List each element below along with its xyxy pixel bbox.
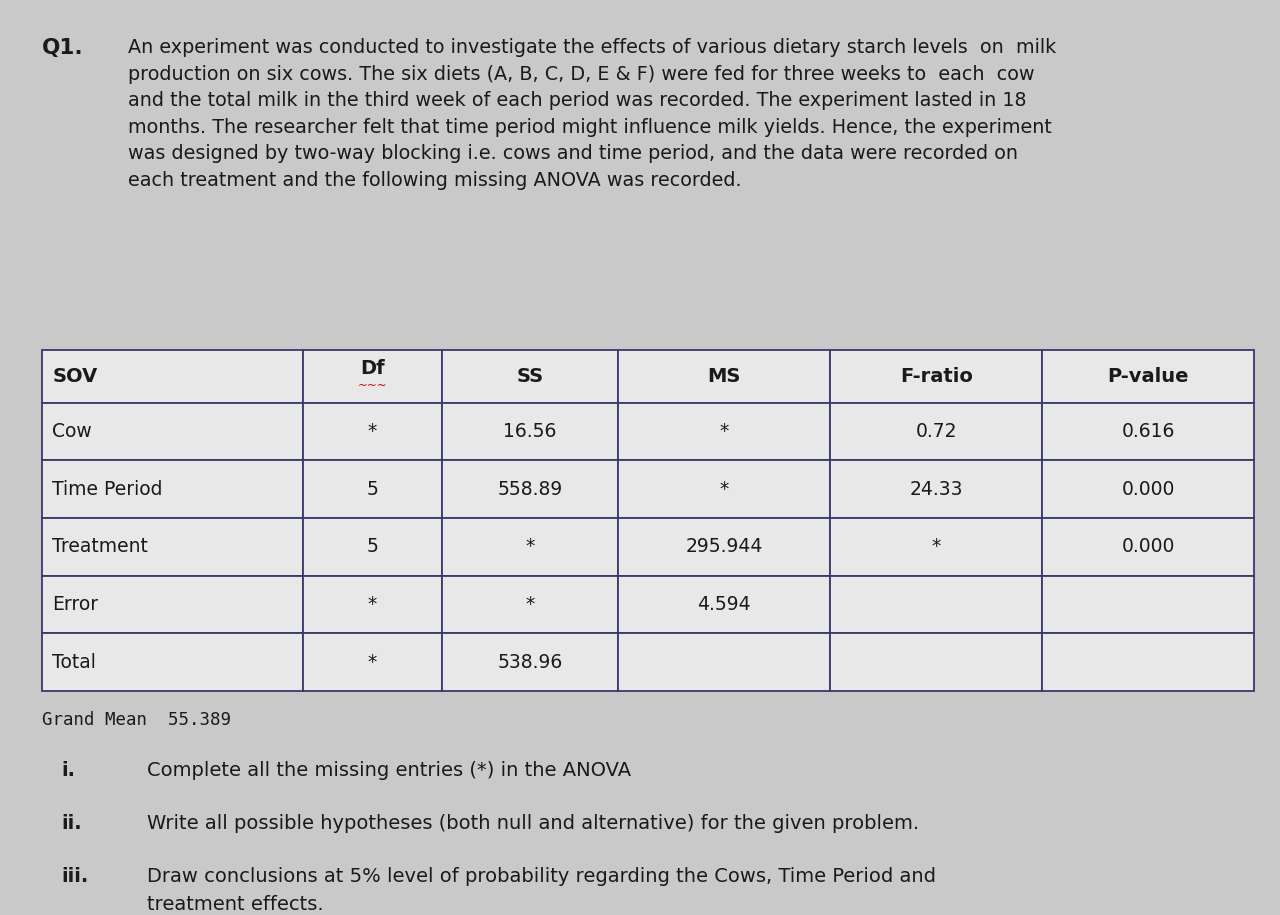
Text: 0.72: 0.72 — [915, 422, 957, 441]
Text: SS: SS — [517, 367, 544, 385]
Text: Complete all the missing entries (*) in the ANOVA: Complete all the missing entries (*) in … — [147, 761, 631, 780]
Text: Treatment: Treatment — [52, 537, 148, 556]
Text: Draw conclusions at 5% level of probability regarding the Cows, Time Period and
: Draw conclusions at 5% level of probabil… — [147, 867, 936, 914]
Text: 24.33: 24.33 — [910, 479, 963, 499]
Text: Grand Mean  55.389: Grand Mean 55.389 — [42, 711, 232, 729]
Text: SOV: SOV — [52, 367, 97, 385]
Text: 0.000: 0.000 — [1121, 479, 1175, 499]
Text: 0.000: 0.000 — [1121, 537, 1175, 556]
Text: ~~~: ~~~ — [357, 379, 388, 392]
Text: Write all possible hypotheses (both null and alternative) for the given problem.: Write all possible hypotheses (both null… — [147, 814, 919, 834]
Text: ii.: ii. — [61, 814, 82, 834]
Text: *: * — [719, 479, 728, 499]
Text: *: * — [526, 537, 535, 556]
Text: 295.944: 295.944 — [685, 537, 763, 556]
Text: An experiment was conducted to investigate the effects of various dietary starch: An experiment was conducted to investiga… — [128, 38, 1056, 190]
Text: *: * — [367, 422, 378, 441]
Text: *: * — [719, 422, 728, 441]
Text: Total: Total — [52, 652, 96, 672]
Text: MS: MS — [708, 367, 741, 385]
Text: 5: 5 — [366, 537, 379, 556]
Text: Df: Df — [360, 360, 385, 378]
Text: *: * — [526, 595, 535, 614]
Text: Time Period: Time Period — [52, 479, 163, 499]
Text: iii.: iii. — [61, 867, 88, 887]
Text: F-ratio: F-ratio — [900, 367, 973, 385]
Text: *: * — [932, 537, 941, 556]
Text: 5: 5 — [366, 479, 379, 499]
Text: P-value: P-value — [1107, 367, 1189, 385]
Text: *: * — [367, 595, 378, 614]
Text: *: * — [367, 652, 378, 672]
Text: Q1.: Q1. — [42, 38, 84, 59]
Text: 558.89: 558.89 — [498, 479, 563, 499]
Text: Error: Error — [52, 595, 99, 614]
Text: Cow: Cow — [52, 422, 92, 441]
Text: 16.56: 16.56 — [503, 422, 557, 441]
Text: 538.96: 538.96 — [498, 652, 563, 672]
Text: i.: i. — [61, 761, 76, 780]
Text: 0.616: 0.616 — [1121, 422, 1175, 441]
Text: 4.594: 4.594 — [698, 595, 751, 614]
